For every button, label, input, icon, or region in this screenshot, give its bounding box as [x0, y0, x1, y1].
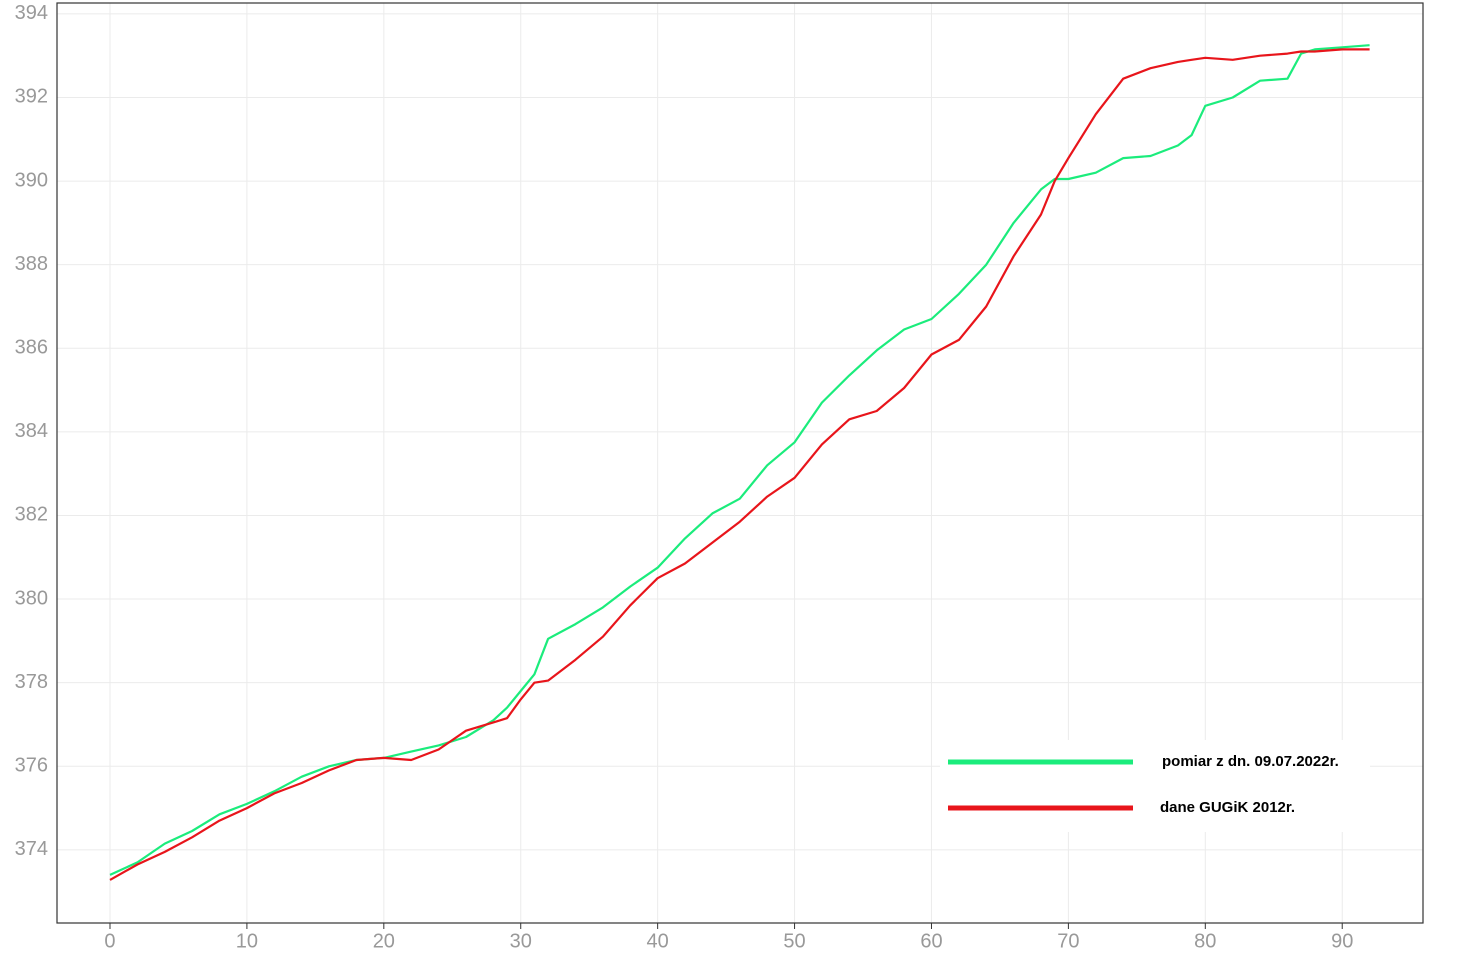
- y-tick-label: 390: [15, 169, 48, 191]
- legend-label: pomiar z dn. 09.07.2022r.: [1162, 753, 1339, 770]
- y-tick-label: 384: [15, 420, 48, 442]
- legend-label: dane GUGiK 2012r.: [1160, 799, 1295, 816]
- series-line: [109, 44, 1370, 876]
- y-tick-label: 374: [15, 838, 48, 860]
- legend-box: [940, 740, 1370, 832]
- x-tick-label: 0: [104, 930, 115, 952]
- y-tick-label: 376: [15, 755, 48, 777]
- y-tick-label: 388: [15, 253, 48, 275]
- x-tick-label: 50: [783, 930, 805, 952]
- x-tick-label: 10: [236, 930, 258, 952]
- x-tick-label: 20: [373, 930, 395, 952]
- x-tick-label: 70: [1057, 930, 1079, 952]
- y-tick-label: 380: [15, 587, 48, 609]
- y-tick-label: 378: [15, 671, 48, 693]
- y-tick-label: 386: [15, 337, 48, 359]
- x-tick-label: 90: [1331, 930, 1353, 952]
- x-tick-label: 60: [920, 930, 942, 952]
- x-tick-label: 30: [510, 930, 532, 952]
- x-tick-label: 80: [1194, 930, 1216, 952]
- plot-border: [56, 2, 1424, 924]
- x-tick-label: 40: [647, 930, 669, 952]
- series-line: [109, 48, 1370, 881]
- y-tick-label: 382: [15, 504, 48, 526]
- y-tick-label: 392: [15, 86, 48, 108]
- y-tick-label: 394: [15, 2, 48, 24]
